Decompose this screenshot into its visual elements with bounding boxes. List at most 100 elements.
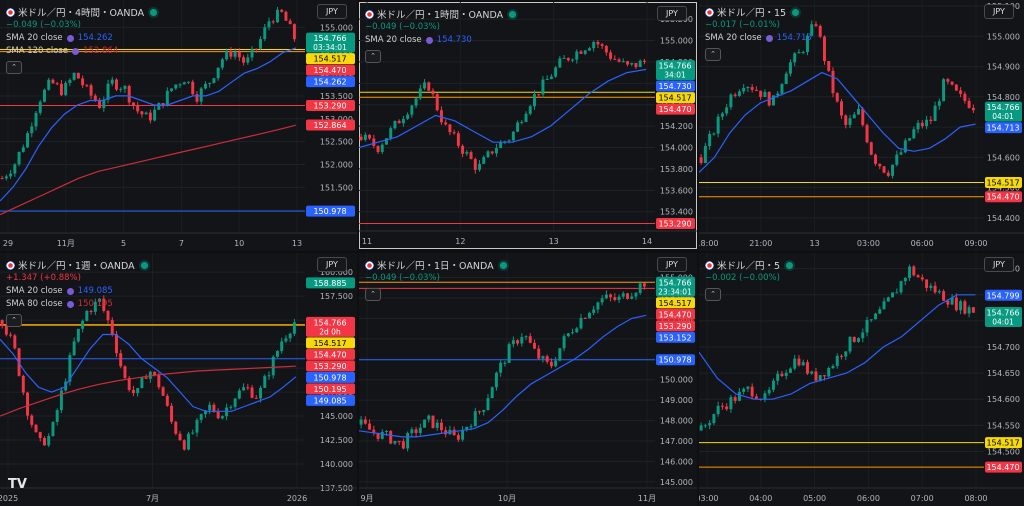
candle-body [545, 356, 549, 362]
candle-body [359, 136, 363, 140]
indicator-legend[interactable]: SMA 20 close 154.713 [705, 33, 812, 43]
candle-body [579, 51, 583, 54]
chart-panel-p1d[interactable]: 155.000154.000153.000152.000151.000150.0… [359, 253, 697, 506]
currency-selector[interactable]: JPY [984, 257, 1014, 272]
candle-body [372, 138, 376, 146]
sma-short-line [359, 314, 647, 438]
collapse-legend-chevron-icon[interactable]: ⌃ [6, 61, 22, 74]
candle-body [102, 298, 106, 311]
indicator-value: 149.085 [77, 286, 113, 296]
chart-panel-p5[interactable]: 154.850154.800154.750154.700154.650154.6… [699, 253, 1024, 506]
x-tick-label: 06:00 [911, 239, 934, 248]
candle-body [840, 355, 843, 357]
candle-body [435, 94, 439, 111]
candle-body [263, 376, 267, 388]
candle-body [123, 86, 127, 89]
indicator-legend[interactable]: SMA 20 close 149.085 [6, 286, 113, 296]
chart-title[interactable]: 米ドル／円・1週・OANDA [6, 258, 148, 272]
candle-body [406, 433, 410, 449]
candle-body [528, 106, 532, 114]
candle-body [21, 375, 25, 393]
chart-panel-p1w[interactable]: 160.000157.500155.000152.500150.000147.5… [0, 253, 357, 506]
chart-panel-p4h[interactable]: 155.000154.500154.000153.500153.000152.5… [0, 0, 357, 251]
candle-body [729, 397, 733, 410]
x-tick-label: 10月 [498, 494, 516, 503]
indicator-legend[interactable]: SMA 120 close 152.864 [6, 46, 118, 56]
candle-body [699, 157, 703, 163]
chart-title[interactable]: 米ドル／円・15 [705, 5, 800, 19]
candle-body [444, 122, 448, 125]
settings-icon[interactable] [66, 34, 74, 42]
candle-body [292, 24, 296, 40]
candle-body [93, 95, 97, 101]
candle-body [259, 387, 263, 399]
collapse-legend-chevron-icon[interactable]: ⌃ [365, 288, 381, 301]
candle-body [950, 81, 954, 85]
y-tick-label: 154.900 [987, 63, 1020, 72]
candle-body [208, 82, 212, 84]
candle-body [895, 154, 899, 165]
chart-title[interactable]: 米ドル／円・1日・OANDA [365, 258, 507, 272]
x-tick-label: 09:00 [964, 239, 987, 248]
y-tick-label: 154.600 [987, 153, 1020, 162]
settings-icon[interactable] [72, 47, 80, 55]
indicator-legend[interactable]: SMA 80 close 150.195 [6, 299, 113, 309]
collapse-legend-chevron-icon[interactable]: ⌃ [6, 314, 22, 327]
price-badge-text: 154.766 [986, 103, 1019, 112]
candle-body [30, 126, 34, 134]
settings-icon[interactable] [66, 300, 74, 308]
candle-body [115, 334, 118, 354]
candle-body [729, 94, 733, 108]
candle-body [507, 140, 511, 142]
price-badge-text: 154.262 [313, 78, 346, 87]
candle-body [376, 432, 380, 439]
candle-body [942, 291, 946, 301]
currency-selector[interactable]: JPY [657, 6, 687, 21]
price-badge-subtext: 34:01 [664, 71, 686, 80]
collapse-legend-chevron-icon[interactable]: ⌃ [705, 48, 721, 61]
candle-body [123, 366, 127, 378]
collapse-legend-chevron-icon[interactable]: ⌃ [365, 50, 381, 63]
candle-body [288, 20, 292, 25]
currency-selector[interactable]: JPY [317, 4, 347, 19]
candle-body [284, 338, 288, 342]
price-badge: 154.517 [656, 92, 695, 104]
x-tick-label: 03:00 [699, 494, 719, 503]
candle-body [363, 134, 367, 140]
sma-long-line [0, 365, 296, 417]
collapse-legend-chevron-icon[interactable]: ⌃ [705, 288, 721, 301]
candle-body [208, 404, 212, 411]
candle-body [106, 83, 110, 100]
candle-body [38, 101, 42, 113]
indicator-legend[interactable]: SMA 20 close 154.730 [365, 35, 472, 45]
currency-selector[interactable]: JPY [657, 257, 687, 272]
candle-body [716, 405, 720, 415]
indicator-legend[interactable]: SMA 20 close 154.262 [6, 33, 113, 43]
chart-title[interactable]: 米ドル／円・4時間・OANDA [6, 5, 158, 19]
settings-icon[interactable] [765, 34, 773, 42]
chart-panel-p1h[interactable]: 155.200155.000154.800154.600154.400154.2… [359, 2, 697, 249]
candle-body [776, 93, 780, 96]
candle-body [725, 107, 729, 114]
candle-body [609, 294, 613, 298]
chart-title[interactable]: 米ドル／円・5 [705, 258, 794, 272]
candle-body [537, 348, 541, 359]
candle-body [34, 112, 38, 127]
settings-icon[interactable] [66, 287, 74, 295]
chart-title[interactable]: 米ドル／円・1時間・OANDA [365, 7, 517, 21]
currency-selector[interactable]: JPY [317, 257, 347, 272]
settings-icon[interactable] [425, 36, 433, 44]
candle-body [199, 414, 203, 420]
candle-body [903, 140, 907, 153]
candle-body [76, 72, 80, 79]
chart-panel-p15[interactable]: 155.100155.000154.900154.800154.700154.6… [699, 0, 1024, 251]
candle-body [878, 309, 882, 314]
candle-body [793, 53, 797, 63]
currency-selector[interactable]: JPY [984, 4, 1014, 19]
candle-body [537, 94, 541, 96]
candle-body [233, 398, 237, 407]
market-open-icon [499, 261, 507, 269]
candle-body [212, 404, 216, 412]
candle-body [613, 297, 617, 300]
candle-body [848, 118, 852, 125]
